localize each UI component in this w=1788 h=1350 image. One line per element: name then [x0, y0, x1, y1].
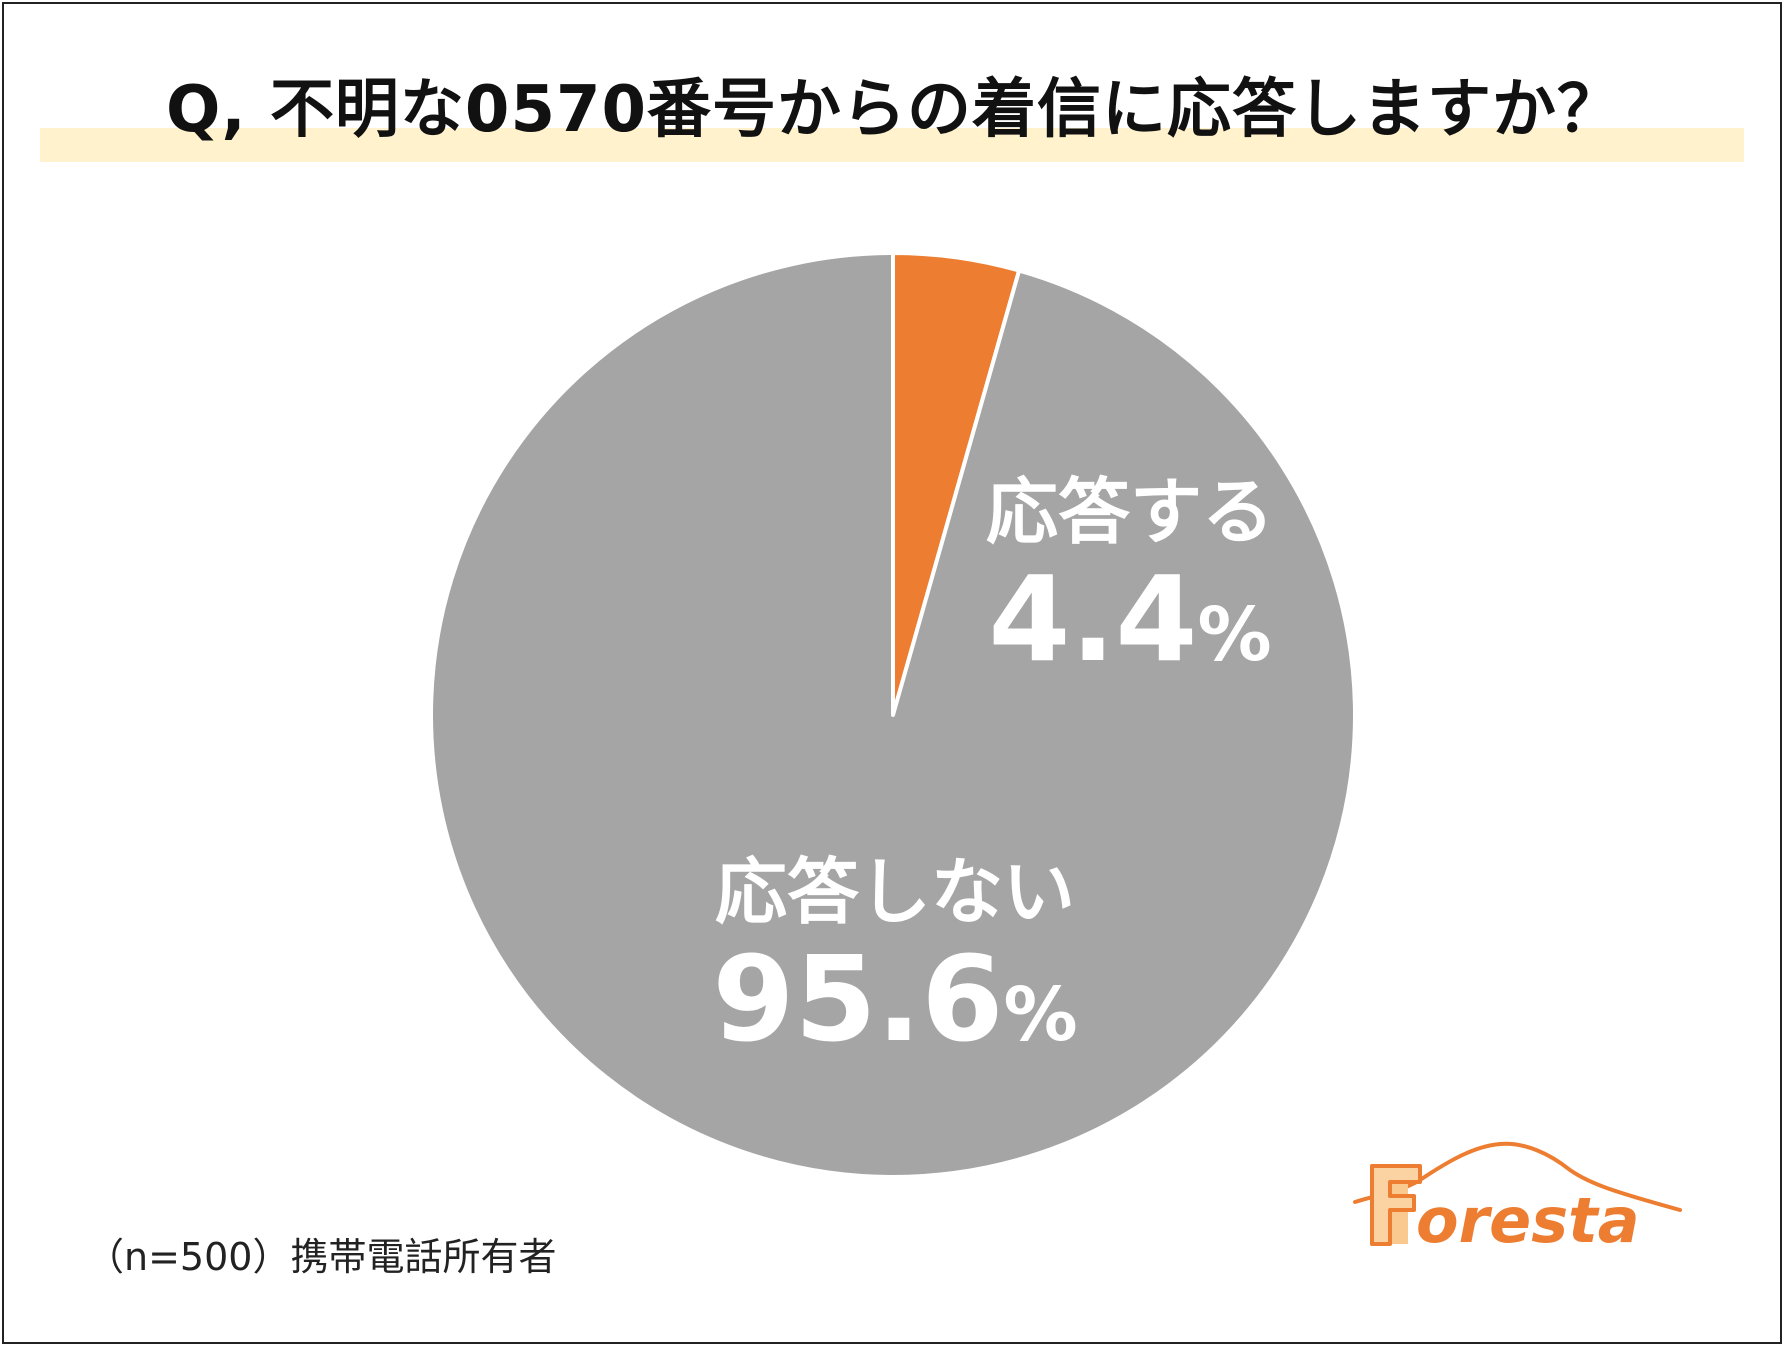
- sample-note: （n=500）携帯電話所有者: [86, 1235, 557, 1279]
- title-highlight-band: [40, 128, 1744, 162]
- slice-label-answer: 応答する 4.4%: [960, 470, 1300, 700]
- slice-value-no-answer-unit: %: [1003, 972, 1078, 1058]
- logo-letter-f-outline: [1370, 1164, 1422, 1246]
- logo-wordmark: oresta: [1416, 1184, 1640, 1250]
- slice-name-no-answer: 応答しない: [714, 850, 1075, 934]
- slice-value-no-answer: 95.6%: [680, 934, 1110, 1080]
- pie-slice-no-answer: [429, 251, 1357, 1179]
- chart-title: Q, 不明な0570番号からの着信に応答しますか？: [165, 73, 1623, 147]
- slice-value-answer-number: 4.4: [988, 550, 1198, 688]
- foresta-logo: oresta: [1353, 1141, 1682, 1250]
- slice-value-no-answer-number: 95.6: [712, 930, 1004, 1068]
- slice-value-answer: 4.4%: [960, 554, 1300, 700]
- slice-value-answer-unit: %: [1197, 592, 1272, 678]
- slice-label-no-answer: 応答しない 95.6%: [680, 850, 1110, 1080]
- slice-name-answer: 応答する: [985, 470, 1274, 554]
